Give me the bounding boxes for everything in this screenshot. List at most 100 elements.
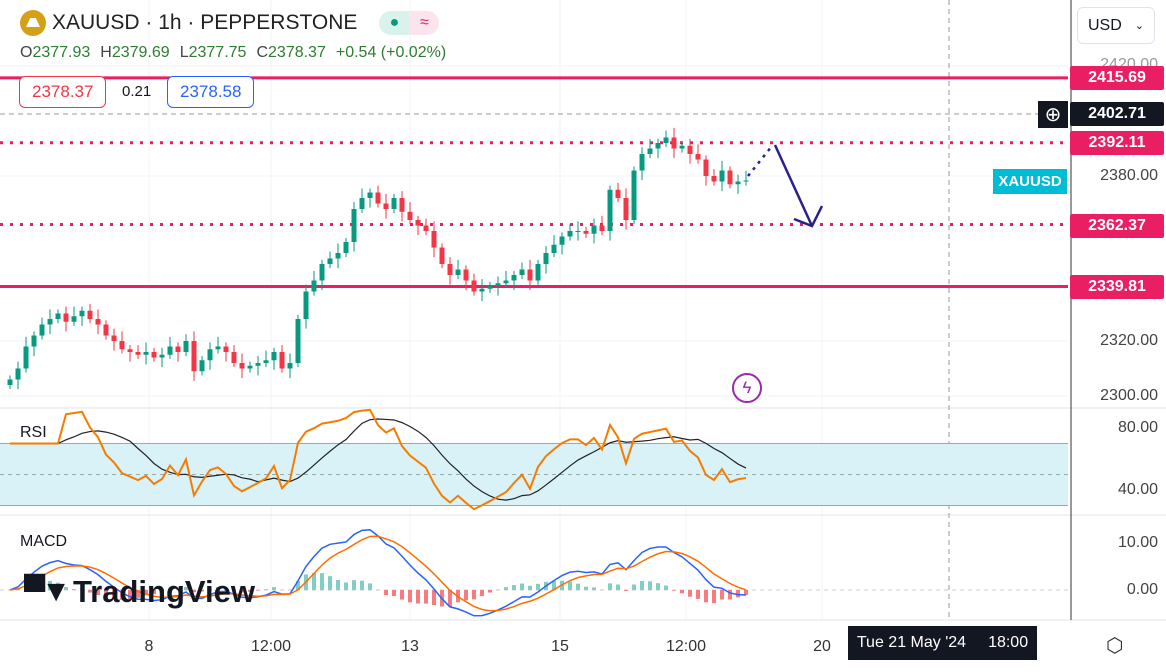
candle-body bbox=[343, 242, 349, 253]
macd-histogram-bar bbox=[400, 590, 404, 600]
price-tick: 2380.00 bbox=[1100, 167, 1158, 184]
macd-histogram-bar bbox=[352, 580, 356, 590]
h-label: H bbox=[100, 44, 112, 61]
sell-button[interactable]: 2378.37 bbox=[19, 76, 107, 108]
candle-body bbox=[223, 346, 229, 352]
macd-histogram-bar bbox=[328, 576, 332, 590]
currency-select[interactable]: USD ⌄ bbox=[1077, 7, 1155, 44]
candle-body bbox=[551, 244, 557, 253]
candle-body bbox=[367, 192, 373, 198]
market-status[interactable]: ● ≈ bbox=[379, 11, 440, 35]
candle-body bbox=[719, 170, 725, 182]
time-tick: 13 bbox=[401, 638, 419, 655]
macd-histogram-bar bbox=[72, 588, 76, 590]
candle-body bbox=[263, 360, 269, 363]
candle-body bbox=[311, 280, 317, 292]
spread: 0.21 bbox=[122, 83, 152, 100]
level-label[interactable]: 2415.69 bbox=[1070, 66, 1164, 90]
delay-icon: ≈ bbox=[409, 11, 440, 35]
candle-body bbox=[743, 180, 749, 182]
tradingview-watermark[interactable]: ▀▼ TradingView bbox=[24, 574, 255, 610]
candle-body bbox=[543, 253, 549, 264]
macd-histogram-bar bbox=[416, 590, 420, 604]
candle-body bbox=[583, 231, 589, 234]
candle-body bbox=[727, 170, 733, 185]
macd-histogram-bar bbox=[144, 590, 148, 596]
candle-body bbox=[407, 211, 413, 220]
level-label[interactable]: 2362.37 bbox=[1070, 214, 1164, 238]
macd-histogram-bar bbox=[664, 585, 668, 590]
macd-histogram-bar bbox=[608, 583, 612, 590]
candle-body bbox=[695, 154, 701, 160]
candle-body bbox=[375, 192, 381, 204]
level-label[interactable]: 2339.81 bbox=[1070, 275, 1164, 299]
arrow-head bbox=[793, 205, 824, 228]
candle-body bbox=[183, 341, 189, 352]
macd-histogram-bar bbox=[88, 590, 92, 593]
settings-gear-icon[interactable]: ⬡ bbox=[1106, 635, 1124, 657]
c-label: C bbox=[256, 44, 269, 61]
crosshair-time-label: Tue 21 May '24 18:00 bbox=[848, 626, 1037, 660]
level-label[interactable]: 2392.11 bbox=[1070, 131, 1164, 155]
macd-histogram-bar bbox=[344, 582, 348, 590]
candle-body bbox=[431, 231, 437, 248]
candle-body bbox=[535, 264, 541, 281]
macd-histogram-bar bbox=[680, 590, 684, 594]
macd-histogram-bar bbox=[256, 590, 260, 591]
macd-histogram-bar bbox=[656, 583, 660, 590]
macd-histogram-bar bbox=[264, 589, 268, 590]
candle-body bbox=[143, 352, 149, 355]
candle-body bbox=[399, 198, 405, 212]
watermark-text: TradingView bbox=[72, 574, 255, 609]
candle-body bbox=[647, 148, 653, 154]
macd-histogram-bar bbox=[360, 580, 364, 590]
macd-histogram-bar bbox=[472, 590, 476, 600]
add-plus-icon[interactable]: ⊕ bbox=[1038, 101, 1068, 128]
candle-body bbox=[39, 324, 45, 336]
candle-body bbox=[615, 189, 621, 198]
candle-body bbox=[71, 316, 77, 322]
time-tick: 20 bbox=[813, 638, 831, 655]
time-tick: 15 bbox=[551, 638, 569, 655]
candle-body bbox=[687, 145, 693, 154]
macd-histogram-bar bbox=[112, 590, 116, 600]
candle-body bbox=[559, 236, 565, 245]
macd-histogram-bar bbox=[224, 587, 228, 590]
crosshair-price-label: 2402.71 bbox=[1070, 102, 1164, 126]
buy-button[interactable]: 2378.58 bbox=[167, 76, 255, 108]
candle-body bbox=[575, 231, 581, 232]
macd-histogram-bar bbox=[616, 584, 620, 590]
macd-histogram-bar bbox=[432, 590, 436, 606]
candle-body bbox=[127, 349, 133, 352]
gold-logo-icon bbox=[20, 10, 46, 36]
macd-histogram-bar bbox=[368, 583, 372, 590]
macd-histogram-bar bbox=[696, 590, 700, 599]
candle-body bbox=[511, 275, 517, 281]
candle-body bbox=[383, 203, 389, 209]
candle-body bbox=[119, 341, 125, 350]
time-tick: 12:00 bbox=[665, 638, 707, 655]
macd-histogram-bar bbox=[208, 588, 212, 590]
macd-histogram-bar bbox=[120, 590, 124, 600]
macd-histogram-bar bbox=[128, 590, 132, 600]
macd-histogram-bar bbox=[384, 590, 388, 596]
candle-body bbox=[639, 154, 645, 171]
macd-histogram-bar bbox=[720, 590, 724, 600]
candle-body bbox=[455, 269, 461, 275]
macd-histogram-bar bbox=[520, 583, 524, 590]
candle-body bbox=[199, 360, 205, 372]
macd-histogram-bar bbox=[296, 581, 300, 590]
macd-histogram-bar bbox=[592, 587, 596, 590]
rsi-label[interactable]: RSI bbox=[20, 424, 47, 441]
candle-body bbox=[63, 313, 69, 322]
lightning-icon[interactable]: ϟ bbox=[732, 373, 762, 403]
high: 2379.69 bbox=[111, 44, 170, 61]
macd-histogram-bar bbox=[480, 590, 484, 597]
macd-label[interactable]: MACD bbox=[20, 533, 68, 550]
candle-body bbox=[15, 368, 21, 380]
change: +0.54 (+0.02%) bbox=[335, 44, 447, 61]
candle-body bbox=[175, 346, 181, 352]
symbol-header[interactable]: XAUUSD · 1h · PEPPERSTONE ● ≈ bbox=[20, 10, 440, 36]
candle-body bbox=[503, 280, 509, 284]
